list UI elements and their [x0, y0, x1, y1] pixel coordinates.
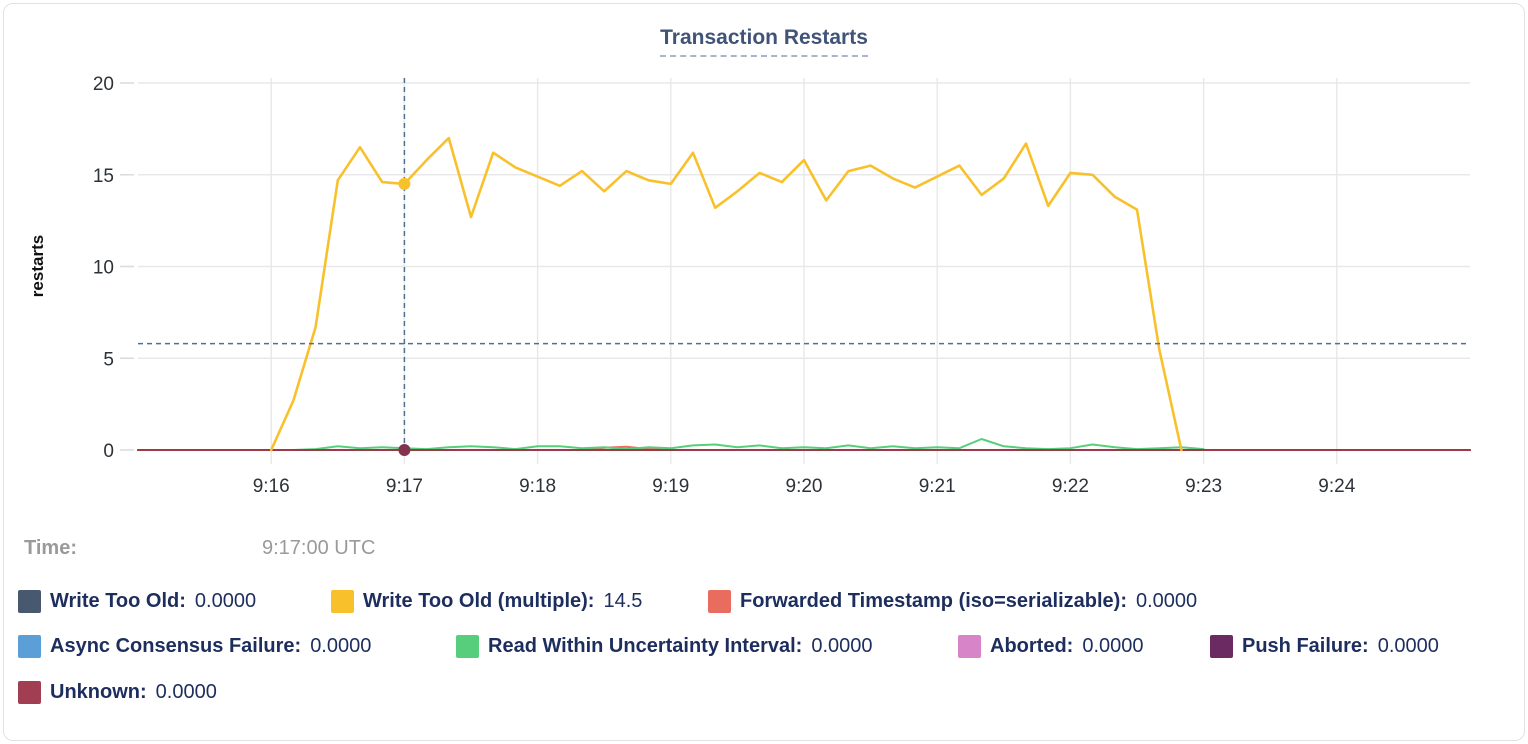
legend-value: 14.5 — [603, 590, 643, 612]
legend-row-1: Write Too Old: 0.0000 Write Too Old (multi… — [0, 590, 1528, 618]
y-tick-label: 20 — [93, 74, 114, 95]
legend-item-unknown: Unknown: 0.0000 — [18, 681, 217, 704]
series-line-read-within-uncertainty-interval — [270, 438, 1205, 451]
chart-card — [3, 3, 1525, 741]
legend-item-write-too-old: Write Too Old: 0.0000 — [18, 590, 256, 613]
x-tick-label: 9:19 — [652, 476, 689, 497]
hover-time-label: Time: — [24, 537, 77, 559]
legend-swatch-write-too-old — [18, 590, 41, 613]
legend-item-write-too-old-multiple: Write Too Old (multiple): 14.5 — [331, 590, 642, 613]
legend-swatch-forwarded-timestamp-iso-serializable — [708, 590, 731, 613]
legend-swatch-write-too-old-multiple — [331, 590, 354, 613]
legend-label: Write Too Old (multiple): — [363, 590, 595, 612]
x-tick-label: 9:23 — [1185, 476, 1222, 497]
legend-label: Read Within Uncertainty Interval: — [488, 635, 803, 657]
legend-label: Async Consensus Failure: — [50, 635, 302, 657]
y-tick-label: 0 — [103, 441, 114, 462]
hover-time-value: 9:17:00 UTC — [262, 537, 376, 559]
legend-item-forwarded-timestamp-iso-serializable: Forwarded Timestamp (iso=serializable): 0… — [708, 590, 1197, 613]
x-tick-label: 9:18 — [519, 476, 556, 497]
legend-value: 0.0000 — [811, 635, 873, 657]
legend-item-async-consensus-failure: Async Consensus Failure: 0.0000 — [18, 635, 371, 658]
legend-value: 0.0000 — [194, 590, 257, 612]
series-line-write-too-old-multiple- — [269, 136, 1183, 452]
chart-header: Transaction Restarts — [0, 26, 1528, 57]
legend-row-3: Unknown: 0.0000 — [0, 681, 1528, 709]
legend-item-aborted: Aborted: 0.0000 — [958, 635, 1144, 658]
legend-swatch-unknown — [18, 681, 41, 704]
legend-label: Push Failure: — [1242, 635, 1369, 657]
y-tick-label: 15 — [93, 166, 114, 187]
cursor-dot-write-too-old-multiple- — [398, 177, 411, 190]
cursor-dot-unknown — [398, 444, 411, 456]
legend-value: 0.0000 — [155, 681, 217, 703]
hover-time-row: Time: 9:17:00 UTC — [0, 537, 1528, 563]
x-tick-label: 9:24 — [1318, 476, 1355, 497]
legend-label: Aborted: — [990, 635, 1074, 657]
x-tick-label: 9:21 — [919, 476, 956, 497]
legend-swatch-push-failure — [1210, 635, 1233, 658]
legend-swatch-aborted — [958, 635, 981, 658]
legend-swatch-async-consensus-failure — [18, 635, 41, 658]
x-tick-label: 9:16 — [253, 476, 290, 497]
legend-item-read-within-uncertainty-interval: Read Within Uncertainty Interval: 0.0000 — [456, 635, 873, 658]
legend-value: 0.0000 — [1082, 635, 1144, 657]
legend-item-push-failure: Push Failure: 0.0000 — [1210, 635, 1439, 658]
chart-title[interactable]: Transaction Restarts — [660, 26, 868, 57]
y-tick-label: 5 — [103, 349, 114, 370]
legend-value: 0.0000 — [1377, 635, 1439, 657]
legend-label: Write Too Old: — [50, 590, 186, 612]
x-tick-label: 9:17 — [386, 476, 423, 497]
legend-label: Forwarded Timestamp (iso=serializable): — [740, 590, 1127, 612]
x-tick-label: 9:20 — [786, 476, 823, 497]
legend-label: Unknown: — [50, 681, 147, 703]
legend-swatch-read-within-uncertainty-interval — [456, 635, 479, 658]
x-tick-label: 9:22 — [1052, 476, 1089, 497]
transaction-restarts-chart[interactable]: 0 5 10 15 20 9:16 9:17 9:18 9:19 9:20 9:21 9:22 9:23… — [0, 0, 1528, 512]
legend-value: 0.0000 — [1135, 590, 1198, 612]
legend-value: 0.0000 — [310, 635, 372, 657]
y-tick-label: 10 — [93, 258, 114, 279]
legend-row-2: Async Consensus Failure: 0.0000 Read Withi… — [0, 635, 1528, 663]
y-axis-title: restarts — [28, 235, 47, 297]
